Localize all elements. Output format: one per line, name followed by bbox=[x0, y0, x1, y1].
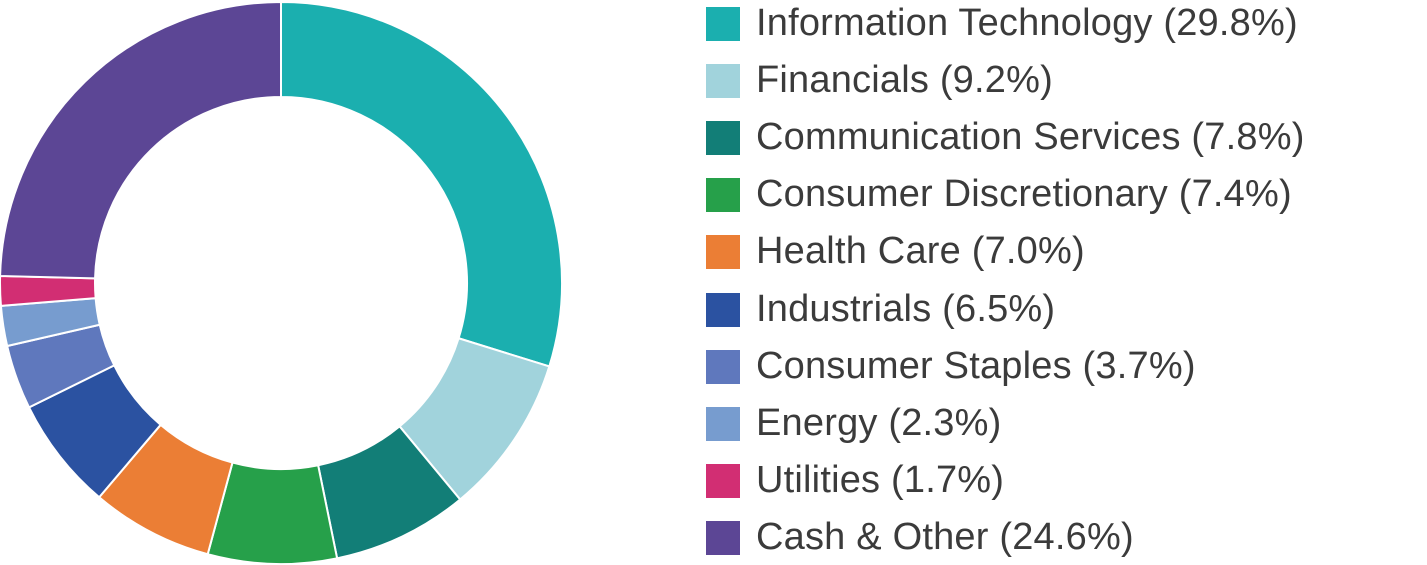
legend-swatch bbox=[706, 406, 740, 441]
legend-swatch bbox=[706, 520, 740, 555]
legend-label: Industrials (6.5%) bbox=[756, 287, 1056, 330]
legend-swatch bbox=[706, 178, 740, 213]
legend-label: Utilities (1.7%) bbox=[756, 458, 1005, 501]
legend-swatch bbox=[706, 121, 740, 156]
legend-swatch bbox=[706, 463, 740, 498]
legend-label: Financials (9.2%) bbox=[756, 59, 1053, 102]
legend-swatch bbox=[706, 64, 740, 99]
legend-label: Energy (2.3%) bbox=[756, 401, 1002, 444]
donut-slice-information-technology bbox=[280, 0, 563, 368]
legend-label: Communication Services (7.8%) bbox=[756, 116, 1305, 159]
legend-swatch bbox=[706, 349, 740, 384]
legend-label: Cash & Other (24.6%) bbox=[756, 515, 1134, 558]
legend-swatch bbox=[706, 292, 740, 327]
legend-label: Health Care (7.0%) bbox=[756, 230, 1085, 273]
legend-label: Consumer Staples (3.7%) bbox=[756, 344, 1196, 387]
legend-swatch bbox=[706, 7, 740, 41]
donut-slice-cash-and-other bbox=[0, 0, 282, 280]
donut-chart bbox=[0, 0, 563, 565]
legend-swatch bbox=[706, 235, 740, 270]
legend-label: Consumer Discretionary (7.4%) bbox=[756, 173, 1292, 216]
legend-label: Information Technology (29.8%) bbox=[756, 2, 1298, 44]
